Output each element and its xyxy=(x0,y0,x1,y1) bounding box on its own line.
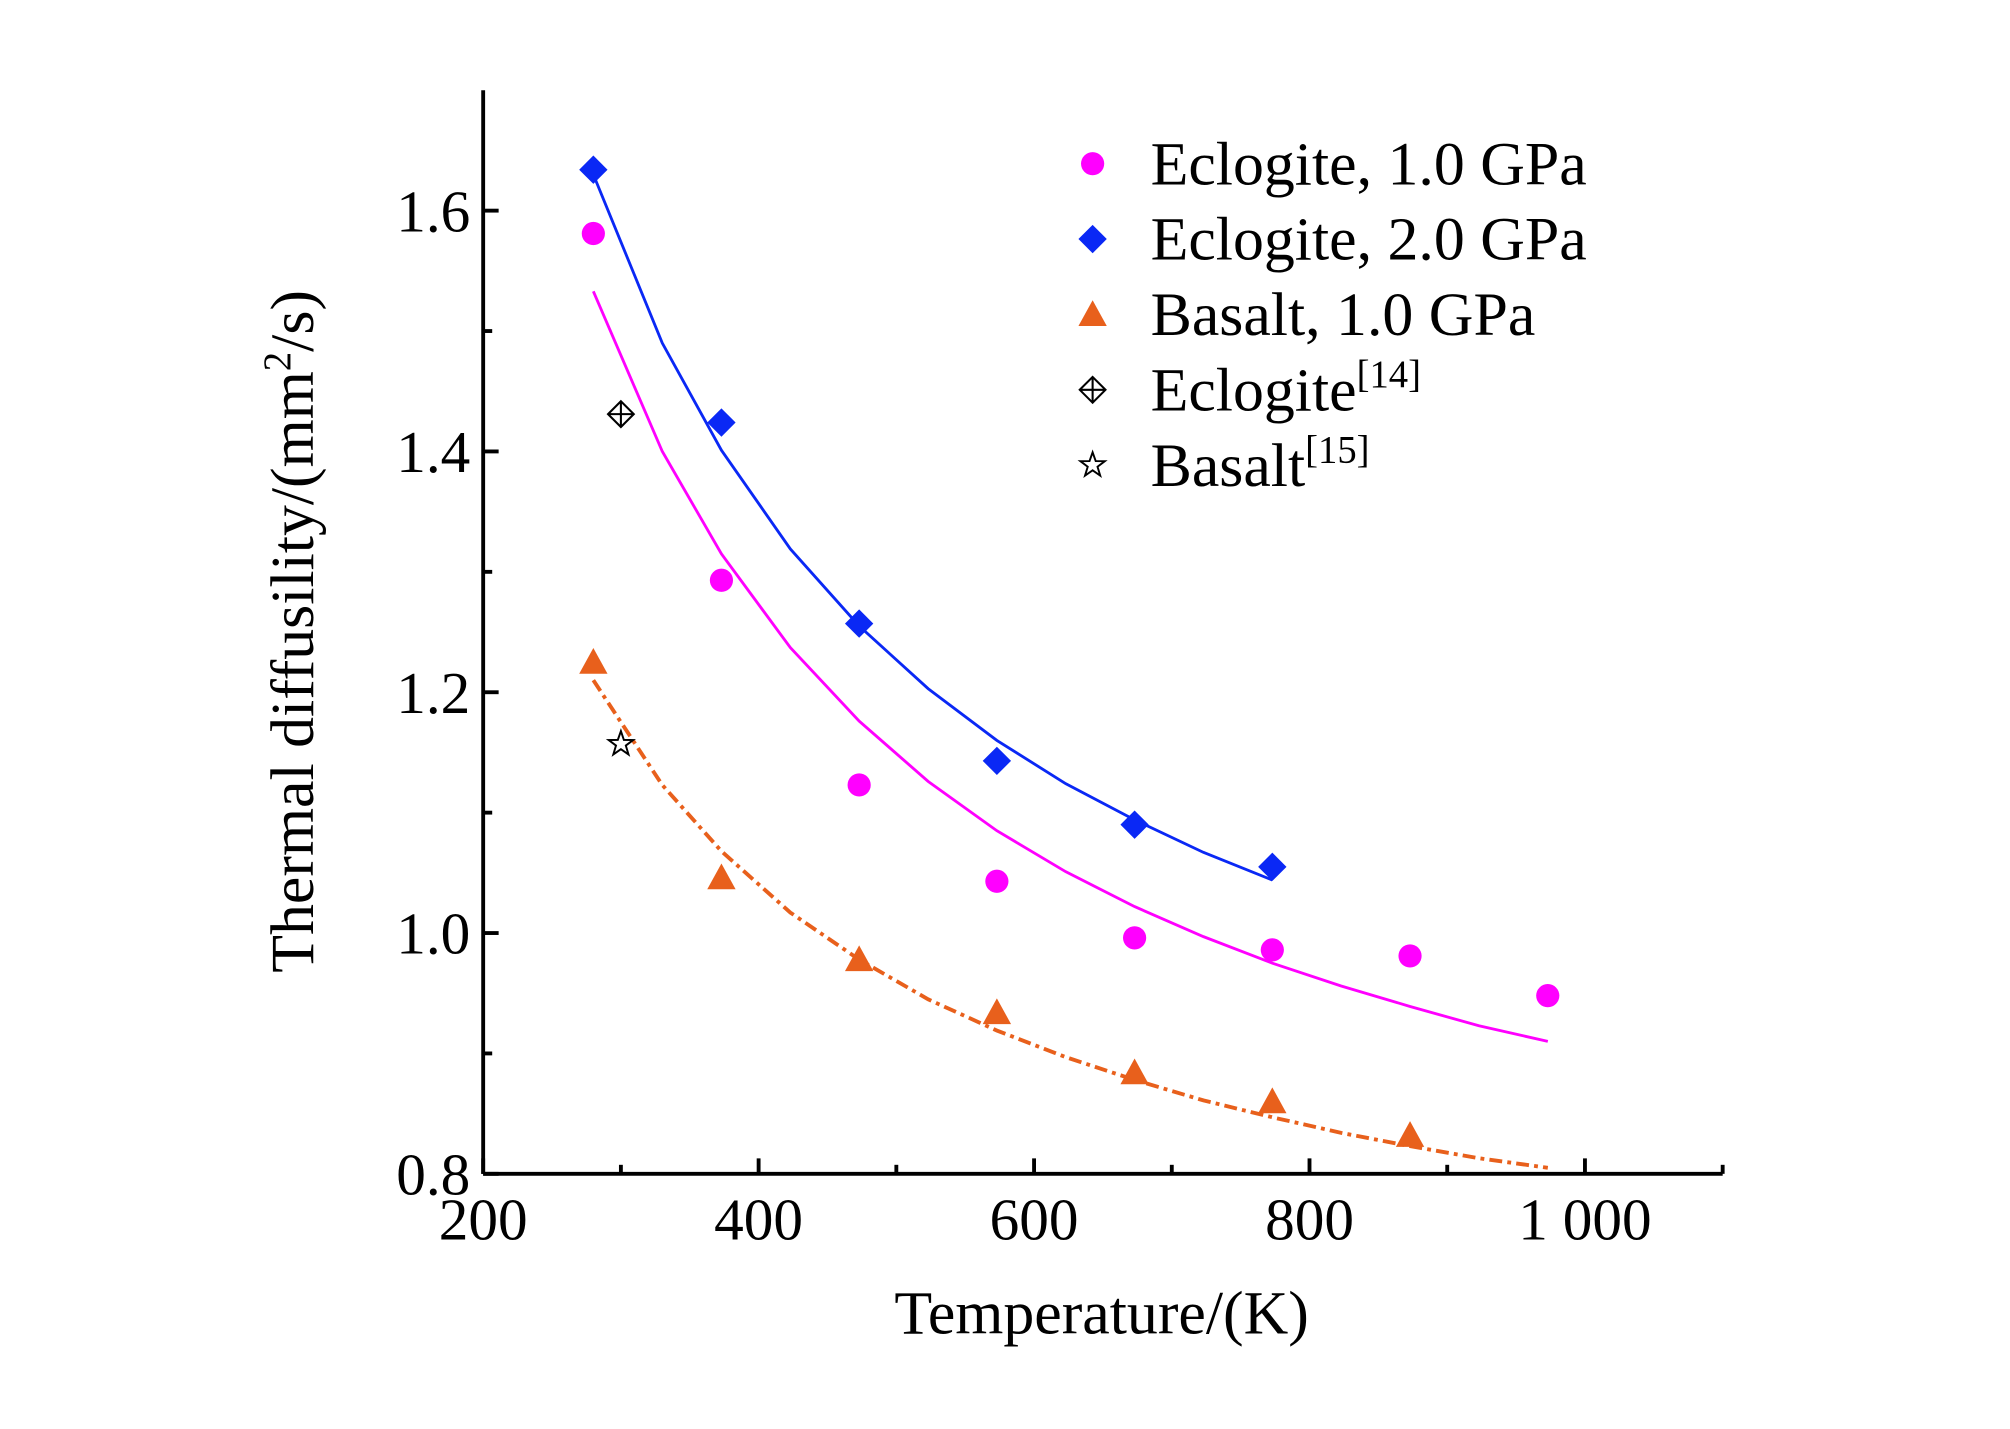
y-axis-title: Thermal diffusility/(mm2/s) xyxy=(257,290,327,973)
data-points xyxy=(579,155,1560,1147)
star-marker xyxy=(605,728,636,757)
data-point xyxy=(1395,1121,1425,1147)
data-point xyxy=(1536,984,1560,1008)
data-point xyxy=(1258,1087,1287,1114)
legend-label-text: Basalt xyxy=(1151,432,1306,500)
legend-marker xyxy=(1078,300,1107,327)
circle-marker xyxy=(985,869,1009,893)
legend-label: Eclogite, 2.0 GPa xyxy=(1151,206,1587,274)
y-tick-label: 0.8 xyxy=(396,1141,470,1207)
legend-item: Eclogite[14] xyxy=(1078,354,1421,424)
diamond-marker xyxy=(1258,852,1287,881)
data-point xyxy=(1120,810,1149,839)
circle-marker xyxy=(1260,938,1284,962)
data-point xyxy=(847,773,871,797)
legend-item: Eclogite, 2.0 GPa xyxy=(1078,206,1587,274)
legend-label-text: Eclogite, 1.0 GPa xyxy=(1151,130,1587,198)
triangle-marker xyxy=(1395,1121,1425,1147)
legend-label-text: Basalt, 1.0 GPa xyxy=(1151,281,1536,349)
crossed-diamond-marker xyxy=(606,399,636,429)
legend-label: Basalt, 1.0 GPa xyxy=(1151,281,1536,349)
x-tick-label: 400 xyxy=(714,1187,803,1253)
data-point xyxy=(707,408,736,437)
y-tick-label: 1.2 xyxy=(396,660,470,726)
legend-label: Eclogite[14] xyxy=(1151,354,1421,424)
diamond-marker xyxy=(844,609,874,638)
data-point xyxy=(1260,938,1284,962)
legend-marker xyxy=(1077,449,1108,479)
legend-item: Basalt[15] xyxy=(1077,430,1370,500)
data-point xyxy=(844,945,874,972)
triangle-marker xyxy=(579,647,608,674)
circle-marker xyxy=(1536,984,1560,1008)
diamond-marker xyxy=(579,155,608,184)
axes xyxy=(481,90,1725,1176)
diamond-marker xyxy=(982,746,1012,776)
fit-line xyxy=(591,679,1549,1170)
triangle-marker xyxy=(1120,1058,1149,1085)
diamond-marker xyxy=(1078,224,1107,254)
y-tick-label: 1.0 xyxy=(396,901,470,967)
y-axis-title-main: Thermal diffusility/(mm xyxy=(259,371,327,973)
data-point xyxy=(1258,852,1287,881)
x-axis-title: Temperature/(K) xyxy=(894,1280,1309,1348)
data-point xyxy=(606,399,636,429)
star-marker xyxy=(1077,449,1108,479)
circle-marker xyxy=(709,568,734,592)
fit-line xyxy=(592,173,1273,882)
legend-label-sup: [14] xyxy=(1357,354,1421,396)
data-point xyxy=(844,609,874,638)
triangle-marker xyxy=(1078,300,1107,327)
circle-marker xyxy=(847,773,871,797)
data-point xyxy=(982,746,1012,776)
triangle-marker xyxy=(707,863,736,890)
x-tick-label: 200 xyxy=(439,1187,528,1253)
data-point xyxy=(579,647,608,674)
fit-lines xyxy=(591,173,1549,1170)
tick-labels: 200 400 600 800 1 000 0.8 1.0 1.2 1.4 1.6 xyxy=(396,178,1651,1252)
y-tick-label: 1.6 xyxy=(396,178,470,244)
triangle-marker xyxy=(844,945,874,972)
legend-marker xyxy=(1081,152,1105,176)
legend-item: Eclogite, 1.0 GPa xyxy=(1081,130,1587,198)
legend-label-text: Eclogite xyxy=(1151,356,1357,424)
data-point xyxy=(1120,1058,1149,1085)
circle-marker xyxy=(1398,944,1422,968)
diamond-marker xyxy=(707,408,736,437)
data-point xyxy=(1398,944,1422,968)
data-point xyxy=(1123,926,1147,950)
diamond-marker xyxy=(1120,810,1149,839)
legend-label: Eclogite, 1.0 GPa xyxy=(1151,130,1587,198)
data-point xyxy=(605,728,636,757)
fit-line xyxy=(592,290,1549,1043)
y-axis-title-tail: /s) xyxy=(259,290,327,352)
legend: Eclogite, 1.0 GPa Eclogite, 2.0 GPa Basalt… xyxy=(1077,130,1587,500)
circle-marker xyxy=(1123,926,1147,950)
data-point xyxy=(985,869,1009,893)
x-tick-label: 600 xyxy=(990,1187,1079,1253)
triangle-marker xyxy=(1258,1087,1287,1114)
y-tick-label: 1.4 xyxy=(396,419,470,485)
crossed-diamond-marker xyxy=(1078,375,1107,405)
legend-label-sup: [15] xyxy=(1305,430,1369,472)
triangle-marker xyxy=(982,998,1012,1025)
circle-marker xyxy=(581,221,605,246)
data-point xyxy=(579,155,608,184)
data-point xyxy=(581,221,605,246)
data-point xyxy=(982,998,1012,1025)
y-axis-title-sup: 2 xyxy=(257,352,299,371)
legend-marker xyxy=(1078,375,1107,405)
circle-marker xyxy=(1081,152,1105,176)
legend-item: Basalt, 1.0 GPa xyxy=(1078,281,1535,349)
legend-label-text: Eclogite, 2.0 GPa xyxy=(1151,206,1587,274)
legend-marker xyxy=(1078,224,1107,254)
x-tick-label: 800 xyxy=(1265,1187,1354,1253)
legend-label: Basalt[15] xyxy=(1151,430,1370,500)
data-point xyxy=(707,863,736,890)
data-point xyxy=(709,568,734,592)
x-tick-label: 1 000 xyxy=(1518,1187,1651,1253)
